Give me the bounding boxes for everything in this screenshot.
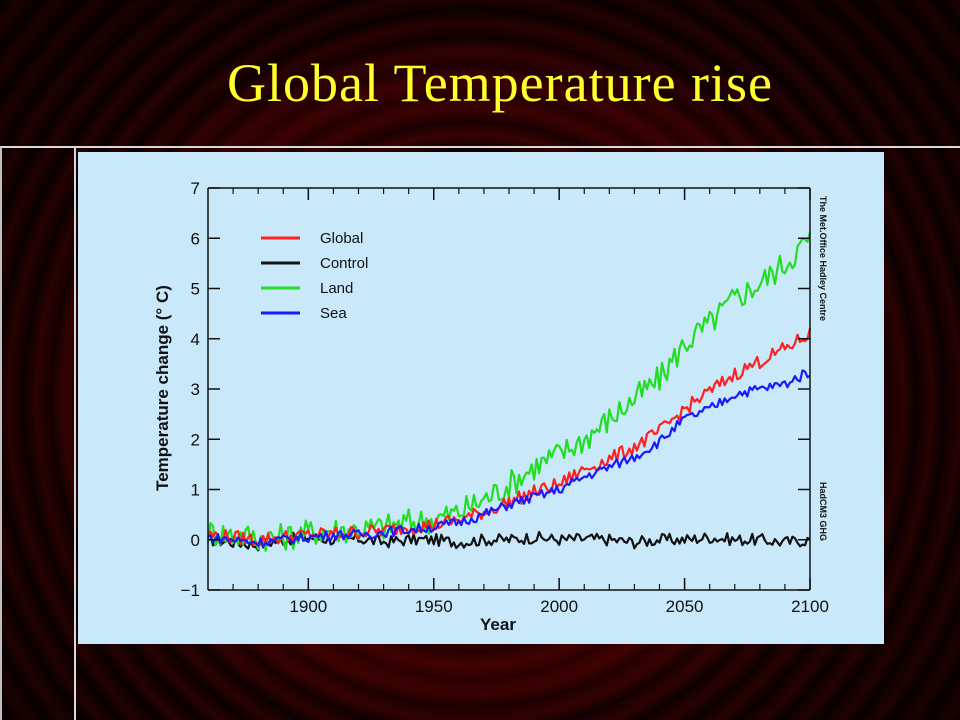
y-axis-title: Temperature change (° C) [153, 285, 172, 491]
series-line-sea [207, 369, 811, 548]
series-line-control [207, 530, 811, 552]
x-tick-label: 2000 [540, 597, 578, 616]
y-tick-label: 4 [191, 330, 200, 349]
x-tick-label: 2050 [666, 597, 704, 616]
x-tick-label: 2100 [791, 597, 829, 616]
y-tick-label: 6 [191, 229, 200, 248]
legend-label-global: Global [320, 230, 363, 247]
y-tick-label: −1 [181, 581, 200, 600]
x-axis-title: Year [480, 615, 516, 634]
y-tick-label: 7 [191, 179, 200, 198]
horizontal-divider [0, 146, 960, 148]
y-tick-label: 2 [191, 430, 200, 449]
legend: Global Control Land Sea [261, 230, 368, 322]
x-tick-label: 1950 [415, 597, 453, 616]
axes-group: −1 0 1 2 3 4 5 6 7 1900 1950 2000 2050 2100 [181, 179, 829, 616]
x-tick-label: 1900 [289, 597, 327, 616]
y-tick-label: 5 [191, 280, 200, 299]
vertical-divider [74, 147, 76, 720]
y-tick-label: 3 [191, 380, 200, 399]
y-tick-label: 0 [191, 531, 200, 550]
legend-label-sea: Sea [320, 305, 347, 322]
credit-note-bottom: HadCM3 GHG [818, 482, 828, 541]
series-group [206, 232, 812, 552]
chart-panel: −1 0 1 2 3 4 5 6 7 1900 1950 2000 2050 2100 Global Con… [78, 152, 884, 644]
legend-label-land: Land [320, 280, 353, 297]
series-line-global [207, 328, 812, 547]
credit-note-top: The Met.Office Hadley Centre [818, 196, 828, 321]
y-tick-label: 1 [191, 481, 200, 500]
left-edge-divider [0, 147, 2, 720]
temperature-chart: −1 0 1 2 3 4 5 6 7 1900 1950 2000 2050 2100 Global Con… [153, 179, 829, 634]
legend-label-control: Control [320, 255, 368, 272]
slide-title: Global Temperature rise [226, 53, 774, 113]
